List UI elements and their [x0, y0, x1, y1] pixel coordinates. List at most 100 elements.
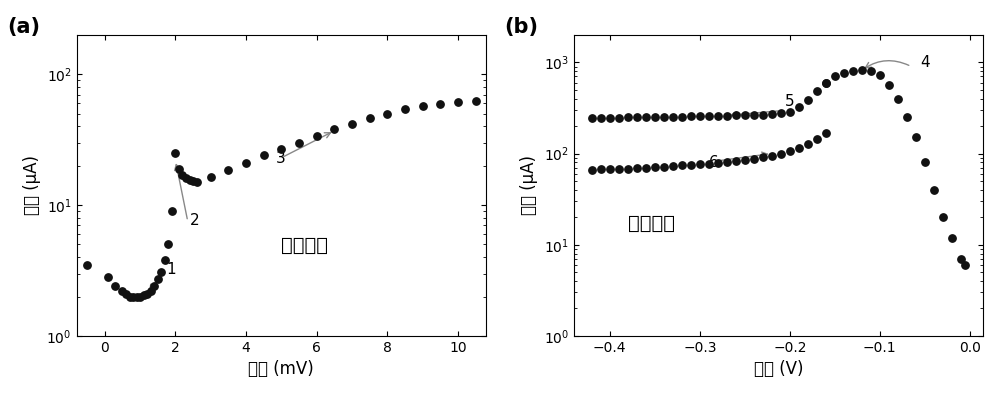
Point: [185, 178, 201, 184]
Point: [157, 257, 173, 263]
Point: [881, 81, 897, 88]
Point: [620, 114, 636, 120]
Point: [782, 148, 798, 154]
Point: [800, 141, 816, 147]
Text: 5: 5: [785, 94, 795, 109]
Point: [728, 158, 744, 164]
Point: [107, 283, 123, 290]
Point: [737, 112, 753, 118]
Text: 复位过程: 复位过程: [628, 214, 675, 233]
Point: [629, 165, 645, 171]
Text: 3: 3: [276, 151, 286, 166]
Point: [953, 256, 969, 262]
Point: [692, 161, 708, 167]
Point: [809, 87, 825, 94]
Point: [791, 145, 807, 151]
Point: [143, 288, 159, 294]
Point: [164, 208, 180, 214]
Point: [683, 113, 699, 120]
Point: [827, 73, 843, 80]
Point: [125, 293, 141, 300]
Point: [746, 156, 762, 162]
X-axis label: 电压 (V): 电压 (V): [754, 360, 803, 378]
Point: [611, 115, 627, 121]
Point: [450, 99, 466, 105]
Point: [602, 166, 618, 173]
Point: [917, 159, 933, 166]
Point: [132, 293, 148, 300]
Point: [593, 115, 609, 121]
Point: [719, 113, 735, 119]
Point: [683, 162, 699, 168]
Point: [764, 111, 780, 117]
Point: [309, 132, 325, 139]
Point: [944, 234, 960, 241]
Point: [935, 214, 951, 220]
Point: [273, 145, 289, 152]
Point: [602, 115, 618, 121]
Y-axis label: 电流 (μA): 电流 (μA): [23, 155, 41, 215]
Point: [122, 293, 138, 300]
Point: [818, 79, 834, 86]
Point: [719, 159, 735, 165]
Point: [362, 115, 378, 122]
Text: 1: 1: [167, 261, 176, 276]
Point: [890, 96, 906, 102]
Point: [647, 114, 663, 120]
Point: [773, 150, 789, 157]
Point: [129, 293, 145, 300]
Point: [256, 152, 272, 158]
Point: [710, 113, 726, 119]
Point: [397, 106, 413, 113]
Point: [167, 150, 183, 156]
Point: [139, 291, 155, 297]
Point: [379, 111, 395, 117]
Point: [638, 164, 654, 171]
Point: [160, 241, 176, 248]
Point: [737, 157, 753, 163]
Point: [872, 72, 888, 79]
Point: [656, 114, 672, 120]
Point: [136, 292, 152, 298]
Text: 6: 6: [709, 154, 719, 169]
Text: (b): (b): [504, 17, 538, 37]
Point: [728, 112, 744, 118]
Point: [326, 126, 342, 132]
Point: [584, 167, 600, 173]
Point: [153, 269, 169, 275]
Point: [182, 177, 198, 183]
Point: [665, 163, 681, 169]
Point: [818, 79, 834, 86]
Point: [203, 173, 219, 180]
Point: [764, 152, 780, 159]
Point: [100, 274, 116, 280]
Point: [647, 164, 663, 170]
Point: [432, 101, 448, 107]
Text: 2: 2: [190, 213, 199, 228]
Point: [114, 288, 130, 294]
Point: [629, 114, 645, 120]
Point: [674, 113, 690, 120]
Point: [791, 104, 807, 111]
Point: [908, 134, 924, 141]
Point: [863, 68, 879, 74]
Point: [845, 68, 861, 74]
Point: [189, 179, 205, 185]
Text: 置位过程: 置位过程: [281, 235, 328, 254]
Point: [593, 166, 609, 173]
Point: [291, 139, 307, 146]
Point: [174, 172, 190, 178]
Point: [692, 113, 708, 119]
Point: [899, 114, 915, 120]
Point: [854, 67, 870, 73]
Y-axis label: 电流 (μA): 电流 (μA): [520, 155, 538, 215]
X-axis label: 电压 (mV): 电压 (mV): [248, 360, 314, 378]
Point: [150, 276, 166, 283]
Point: [926, 187, 942, 193]
Point: [755, 154, 771, 160]
Text: 4: 4: [920, 55, 930, 70]
Point: [584, 115, 600, 121]
Point: [701, 161, 717, 167]
Point: [468, 98, 484, 104]
Point: [656, 164, 672, 170]
